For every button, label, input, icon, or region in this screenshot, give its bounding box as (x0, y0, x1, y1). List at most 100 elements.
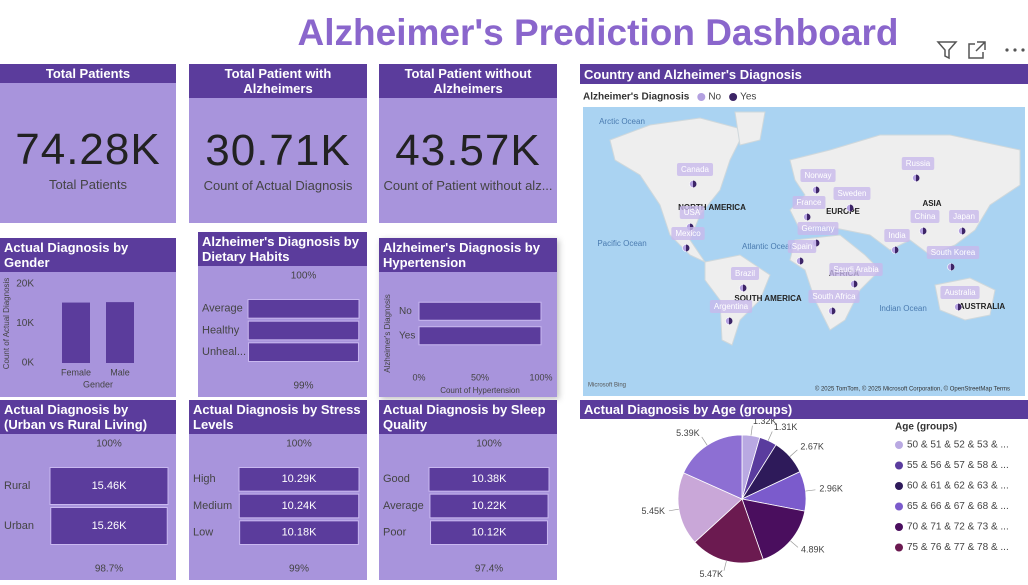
data-label: 5.47K (699, 569, 723, 579)
location-marker-part (958, 303, 962, 311)
y-axis-title: Count of Actual Diagnosis (2, 278, 11, 370)
value-label: 10.38K (472, 473, 508, 485)
x-axis-title: Gender (83, 379, 113, 389)
x-tick-label: Female (61, 367, 91, 377)
legend-title: Age (groups) (895, 422, 957, 433)
more-icon[interactable] (1005, 48, 1025, 52)
leader-line (668, 508, 679, 512)
location-label: Mexico (675, 229, 701, 238)
location-label: South Africa (812, 292, 856, 301)
funnel-bar (429, 493, 549, 519)
funnel-bottom-label: 99% (293, 381, 313, 392)
funnel-top-label: 100% (476, 439, 502, 450)
leader-line (789, 449, 798, 457)
map: Alzheimer's Diagnosis No Yes Arctic Ocean Pa… (583, 92, 1025, 396)
location-label-bg (787, 240, 817, 253)
category-label: Good (383, 473, 410, 485)
chart-title: Actual Diagnosis by Age (groups) (580, 400, 1028, 419)
category-label: Average (202, 303, 243, 315)
x-axis-title: Count of Hypertension (440, 386, 520, 395)
leader-line (790, 540, 799, 548)
y-tick-label: 0K (22, 358, 35, 369)
location-marker-part (729, 317, 733, 325)
location-marker-part (850, 204, 854, 212)
location-label: South Korea (931, 248, 976, 257)
value-label: 10.29K (282, 473, 318, 485)
card-value: 74.28K (15, 125, 161, 174)
legend-label: 50 & 51 & 52 & 53 & ... (907, 440, 1009, 451)
chart: No Yes 0% 50% 100% Count of Hypertension Alzhe… (383, 294, 552, 395)
chart-title: Actual Diagnosis by Gender (0, 238, 176, 272)
toolbar[interactable] (935, 38, 1028, 62)
continent-label: AUSTRALIA (959, 302, 1005, 311)
value-label: 10.18K (282, 527, 318, 539)
location-label: Australia (944, 288, 976, 297)
data-label: 5.45K (641, 506, 665, 516)
bar (106, 302, 134, 363)
pie-slice (694, 498, 764, 564)
leader-line (701, 436, 708, 446)
map-panel: Country and Alzheimer's Diagnosis Alzhei… (580, 64, 1028, 398)
leader-line (750, 425, 753, 436)
chart-title: Country and Alzheimer's Diagnosis (580, 65, 1028, 84)
chart-panel: Actual Diagnosis by Age (groups) 1.32K 1.… (580, 400, 1028, 580)
y-axis-title: Alzheimer's Diagnosis (383, 294, 392, 372)
focus-icon[interactable] (968, 41, 986, 59)
category-label: Rural (4, 480, 30, 492)
data-label: 2.67K (800, 442, 824, 452)
location-marker-part (800, 257, 804, 265)
funnel-bottom-label: 99% (289, 564, 309, 575)
ocean-label: Arctic Ocean (599, 117, 645, 126)
location-label-bg (884, 229, 910, 242)
chart: 100% 99% Average Healthy Unheal... (202, 271, 360, 392)
continent-label: SOUTH AMERICA (734, 294, 801, 303)
chart: 100% 97.4% Good 10.38K Average 10.22K Poor 10.1… (383, 439, 550, 575)
leader-line (805, 489, 816, 492)
location-label-bg (709, 300, 753, 313)
location-marker-part (807, 213, 811, 221)
location-label: India (888, 231, 906, 240)
card-label: Count of Actual Diagnosis (203, 178, 353, 193)
location-label-bg (833, 187, 871, 200)
location-label: Norway (804, 171, 831, 180)
filter-icon[interactable] (936, 41, 958, 60)
category-label: Average (383, 500, 424, 512)
location-label-bg (949, 210, 979, 223)
location-label: Sweden (838, 189, 867, 198)
category-label: Unheal... (202, 346, 246, 358)
location-label: Spain (792, 242, 812, 251)
chart-title: Actual Diagnosis by (Urban vs Rural Livi… (0, 400, 176, 434)
chart-panel: Alzheimer's Diagnosis by Hypertension No… (379, 238, 557, 397)
pie-slice (741, 498, 806, 560)
land (789, 234, 881, 331)
funnel-bottom-label: 98.7% (95, 564, 123, 575)
location-label: Germany (802, 224, 835, 233)
location-marker-part (951, 263, 955, 271)
category-label: Poor (383, 527, 407, 539)
location-marker-part (693, 180, 697, 188)
funnel-bar (49, 467, 169, 505)
y-tick-label: Yes (399, 330, 415, 341)
chart-title: Alzheimer's Diagnosis by Dietary Habits (198, 232, 367, 266)
legend-label: 70 & 71 & 72 & 73 & ... (907, 522, 1009, 533)
legend-marker (729, 93, 738, 101)
data-label: 5.39K (676, 428, 700, 438)
value-label: 10.12K (472, 527, 508, 539)
location-marker-part (854, 280, 858, 288)
funnel-bar (247, 299, 360, 319)
location-label-bg (797, 222, 839, 235)
location-label-bg (800, 169, 836, 182)
dashboard-title: Alzheimer's Prediction Dashboard (297, 12, 899, 53)
y-tick-label: 20K (16, 279, 34, 290)
bar (62, 302, 90, 363)
chart-panel: Actual Diagnosis by (Urban vs Rural Livi… (0, 400, 176, 580)
location-label-bg (671, 227, 705, 240)
legend-marker (895, 523, 903, 531)
data-label: 1.31K (774, 422, 798, 432)
ocean-label: Indian Ocean (879, 304, 927, 313)
x-tick-label: 0% (412, 372, 425, 382)
location-label: USA (684, 208, 701, 217)
ocean-label: Pacific Ocean (597, 239, 646, 248)
chart: 0K 10K 20K Female Male Gender Count of Actual … (2, 278, 134, 389)
